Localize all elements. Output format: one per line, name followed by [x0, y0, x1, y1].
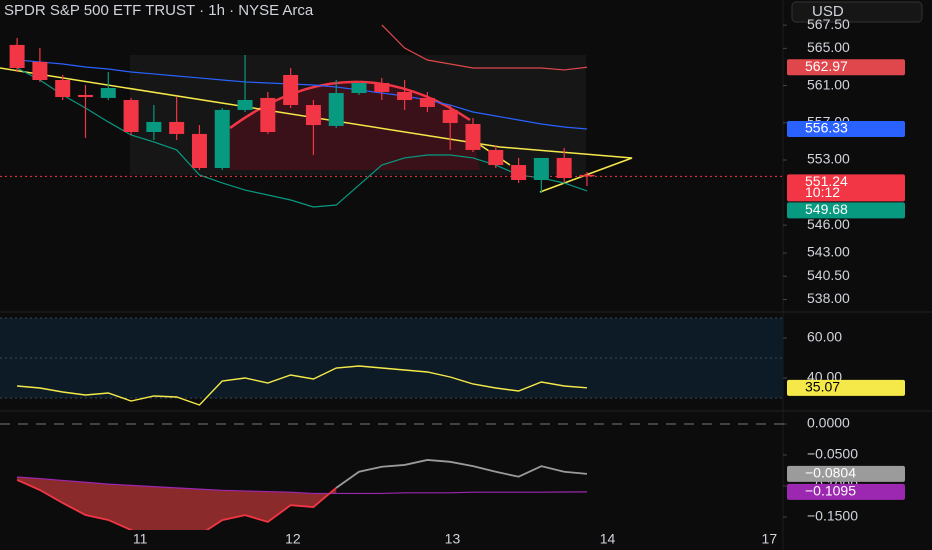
- candle-body: [351, 82, 367, 94]
- candle-body: [214, 109, 230, 168]
- y-tick-label: 567.50: [807, 16, 850, 32]
- candle-body: [533, 157, 549, 180]
- y-tick-label: 561.00: [807, 76, 850, 92]
- y-tick-label: 565.00: [807, 39, 850, 55]
- candle-body: [465, 124, 481, 150]
- currency-label[interactable]: USD: [812, 3, 844, 20]
- y-tick-label: 60.00: [807, 329, 842, 345]
- chart-title: SPDR S&P 500 ETF TRUST · 1h · NYSE Arca: [4, 2, 314, 19]
- macd-line: [335, 459, 588, 489]
- price-label: 551.24: [805, 173, 848, 189]
- price-label-box: [787, 379, 905, 396]
- x-tick-label: 11: [133, 531, 148, 547]
- price-label: 10:12: [805, 184, 840, 200]
- x-tick-label: 12: [285, 531, 301, 547]
- y-tick-label: −0.1500: [807, 508, 858, 524]
- price-label: 35.07: [805, 379, 840, 395]
- y-tick-label: 546.00: [807, 216, 850, 232]
- candle-body: [169, 121, 185, 134]
- candle-body: [55, 80, 71, 98]
- y-tick-label: 538.00: [807, 290, 850, 306]
- candle-body: [283, 74, 299, 106]
- candle-body: [442, 109, 458, 123]
- band-line: [381, 24, 588, 71]
- rsi-line: [17, 365, 588, 406]
- y-tick-label: 540.50: [807, 267, 850, 283]
- y-tick-label: 0.0000: [807, 415, 850, 431]
- currency-button[interactable]: [791, 1, 923, 23]
- candle-body: [9, 44, 25, 68]
- candle-body: [146, 121, 162, 132]
- candle-body: [328, 93, 344, 126]
- price-label: 562.97: [805, 58, 848, 74]
- candle-body: [237, 100, 253, 110]
- price-label: 549.68: [805, 201, 848, 217]
- price-label-box: [787, 174, 905, 202]
- candle-body: [579, 174, 595, 177]
- x-tick-label: 17: [762, 531, 778, 547]
- candle-body: [260, 97, 276, 132]
- band-line: [17, 59, 588, 130]
- x-tick-label: 14: [600, 531, 616, 547]
- candle-body: [397, 92, 413, 100]
- y-tick-label: 553.00: [807, 151, 850, 167]
- x-tick-label: 13: [445, 531, 461, 547]
- price-label: 556.33: [805, 120, 848, 136]
- price-label-box: [787, 465, 905, 482]
- candle-body: [419, 97, 435, 107]
- candle-body: [488, 149, 504, 166]
- price-label: −0.1095: [805, 483, 856, 499]
- price-label: −0.0804: [805, 465, 856, 481]
- macd-line: [16, 479, 337, 530]
- price-label-box: [787, 59, 905, 76]
- candle-body: [511, 165, 527, 180]
- candle-body: [100, 88, 116, 98]
- price-label-box: [787, 202, 905, 219]
- candle-body: [123, 100, 139, 132]
- candle-body: [32, 61, 48, 80]
- y-tick-label: −0.0500: [807, 446, 858, 462]
- signal-line: [17, 476, 587, 495]
- candle-body: [556, 157, 572, 179]
- candle-body: [305, 105, 321, 126]
- price-label-box: [787, 121, 905, 138]
- candle-body: [191, 133, 207, 168]
- price-label-box: [787, 483, 905, 500]
- y-tick-label: 543.00: [807, 244, 850, 260]
- candle-body: [77, 94, 93, 98]
- candle-body: [374, 82, 390, 92]
